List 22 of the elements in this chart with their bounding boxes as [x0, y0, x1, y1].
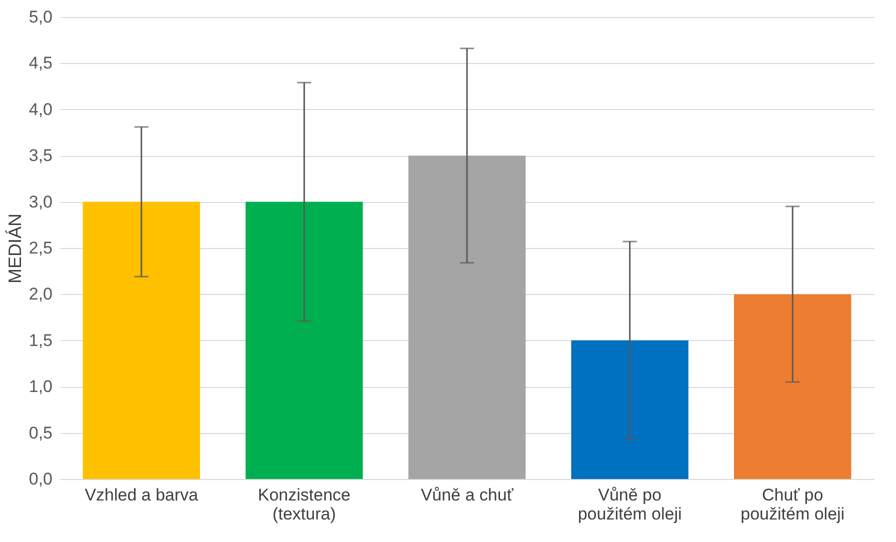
- x-tick-label: Vzhled a barva: [84, 486, 199, 504]
- y-tick-label: 4,0: [28, 100, 52, 119]
- bar: [408, 156, 526, 479]
- y-tick-label: 5,0: [28, 8, 52, 26]
- bar: [246, 202, 363, 479]
- y-tick-label: 1,0: [28, 377, 52, 396]
- x-tick-label: Vůně a chuť: [420, 486, 514, 504]
- x-tick-label: Konzistence (textura): [258, 486, 351, 524]
- x-tick-label: Vůně po použitém oleji: [578, 486, 682, 524]
- bar: [82, 202, 200, 479]
- y-tick-label: 0,5: [28, 423, 52, 442]
- bar: [571, 340, 688, 479]
- y-axis-title: MEDIÁN: [4, 213, 25, 284]
- x-tick-label: Chuť po použitém oleji: [740, 486, 845, 524]
- y-tick-label: 2,0: [28, 284, 52, 304]
- y-tick-label: 3,5: [28, 146, 52, 166]
- y-tick-label: 2,5: [28, 238, 52, 258]
- y-tick-label: 0,0: [28, 470, 52, 488]
- y-tick-label: 1,5: [28, 330, 52, 350]
- y-tick-label: 4,5: [28, 54, 52, 73]
- y-tick-label: 3,0: [28, 192, 52, 212]
- bar: [734, 294, 852, 479]
